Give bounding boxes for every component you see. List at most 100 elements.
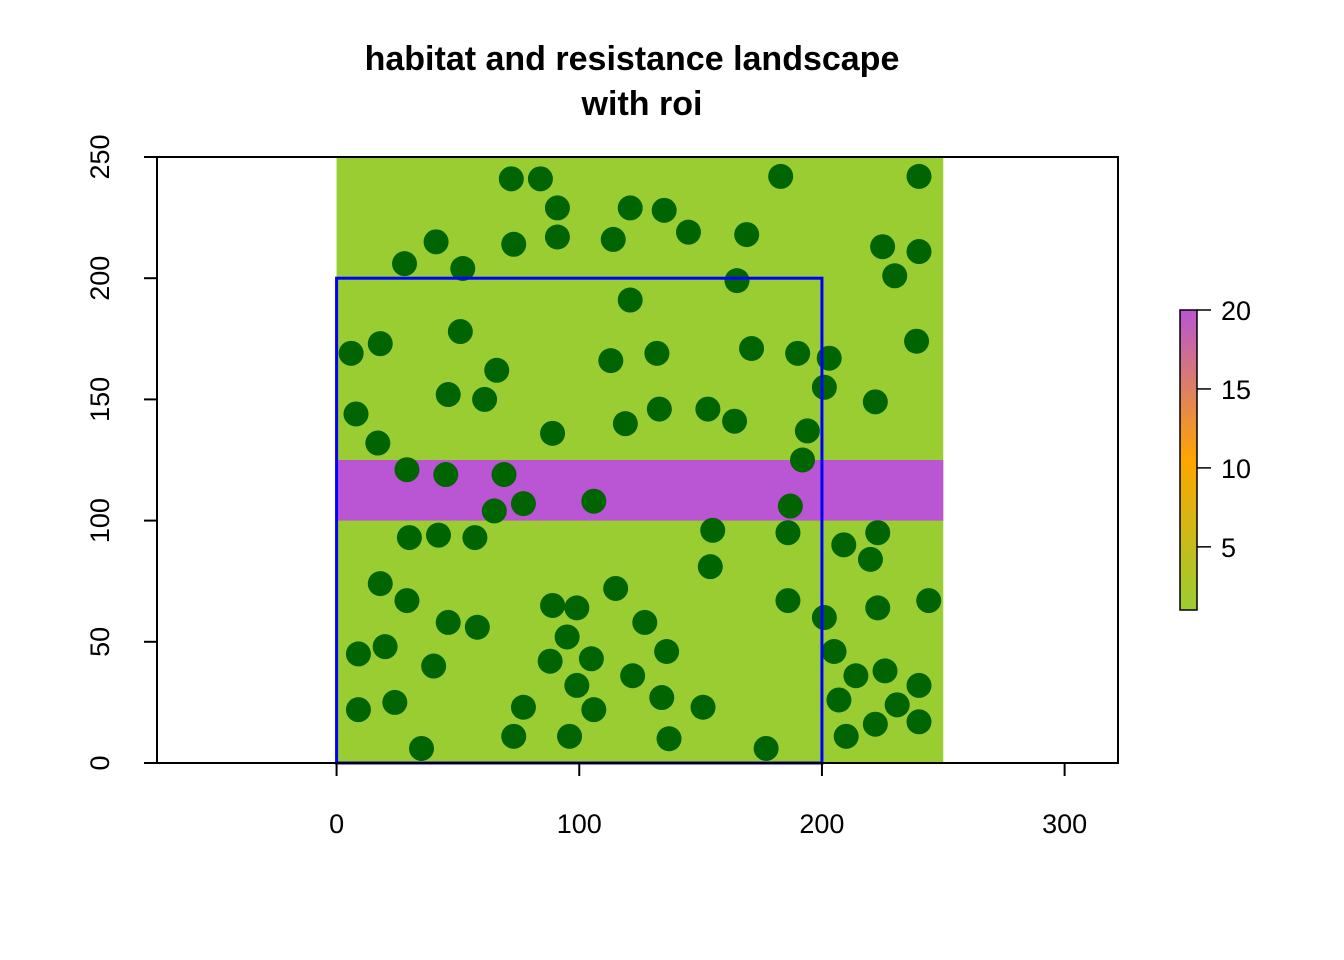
habitat-point [481,498,507,524]
habitat-point [423,229,449,255]
habitat-point [382,689,408,715]
habitat-point [447,319,473,345]
habitat-point [367,571,393,597]
habitat-point [811,374,837,400]
habitat-point [753,735,779,761]
habitat-point [343,401,369,427]
y-tick-label: 200 [85,256,115,301]
habitat-point [617,195,643,221]
legend-tick-label: 20 [1221,296,1251,326]
habitat-point [557,723,583,749]
habitat-point [722,408,748,434]
habitat-point [646,396,672,422]
legend-tick-label: 5 [1221,533,1236,563]
chart-title-line-1: habitat and resistance landscape [365,40,900,78]
habitat-point [527,166,553,192]
habitat-point [785,340,811,366]
habitat-point [790,447,816,473]
habitat-point [870,234,896,260]
color-legend: 5 10 15 20 [1179,296,1251,611]
habitat-point [367,331,393,357]
habitat-point [884,692,910,718]
x-tick-label: 0 [329,809,344,839]
habitat-point [501,231,527,257]
habitat-point [700,517,726,543]
habitat-point [564,595,590,621]
habitat-point [826,687,852,713]
habitat-point [603,575,629,601]
habitat-point [464,614,490,640]
resistance-band [336,460,944,521]
habitat-point [510,491,536,517]
habitat-point [656,726,682,752]
habitat-point [857,546,883,572]
chart-title-line-2: with roi [581,85,703,123]
habitat-point [724,268,750,294]
habitat-point [598,348,624,374]
habitat-point [600,226,626,252]
habitat-point [394,457,420,483]
habitat-point [435,382,461,408]
habitat-point [544,224,570,250]
habitat-point [690,694,716,720]
habitat-point [862,389,888,415]
habitat-point [865,595,891,621]
habitat-point [906,163,932,189]
habitat-point [421,653,447,679]
legend-colorbar [1179,309,1198,611]
habitat-point [409,735,435,761]
y-tick-label: 100 [85,498,115,543]
habitat-point [540,420,566,446]
habitat-point [777,493,803,519]
habitat-point [338,340,364,366]
habitat-point [345,697,371,723]
habitat-point [620,663,646,689]
habitat-point [654,638,680,664]
habitat-point [617,287,643,313]
y-tick-label: 50 [85,627,115,657]
habitat-point [394,588,420,614]
habitat-point [462,525,488,551]
habitat-point [906,709,932,735]
habitat-point [906,672,932,698]
habitat-point [843,663,869,689]
habitat-point [649,685,675,711]
habitat-point [564,672,590,698]
habitat-point [833,723,859,749]
habitat-point [372,634,398,660]
habitat-point [578,646,604,672]
y-tick-label: 0 [85,755,115,770]
habitat-point [872,658,898,684]
habitat-point [345,641,371,667]
habitat-point [862,711,888,737]
habitat-point [734,222,760,248]
habitat-point [651,197,677,223]
habitat-point [426,522,452,548]
habitat-point [450,256,476,282]
legend-tick-label: 15 [1221,375,1251,405]
habitat-point [821,638,847,664]
y-axis: 0 50 100 150 200 250 [85,134,158,771]
habitat-point [472,386,498,412]
habitat-point [775,520,801,546]
habitat-point [498,166,524,192]
x-tick-label: 300 [1042,809,1087,839]
habitat-point [916,588,942,614]
legend-tick-label: 10 [1221,454,1251,484]
habitat-point [695,396,721,422]
y-tick-label: 250 [85,134,115,179]
x-tick-label: 200 [799,809,844,839]
habitat-point [697,554,723,580]
habitat-point [612,411,638,437]
habitat-point [433,462,459,488]
habitat-point [811,605,837,631]
habitat-point [632,609,658,635]
habitat-point [775,588,801,614]
habitat-point [392,251,418,277]
habitat-point [484,357,510,383]
habitat-point [491,462,517,488]
habitat-points [338,163,942,761]
habitat-point [768,163,794,189]
habitat-point [554,624,580,650]
